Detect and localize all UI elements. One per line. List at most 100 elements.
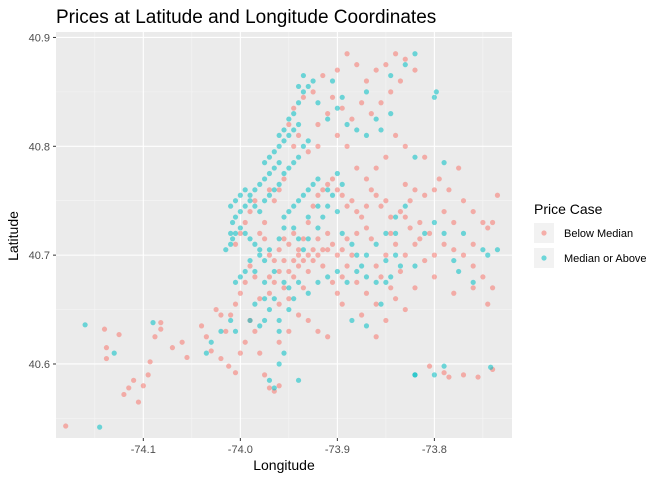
point-median-or-above (305, 187, 311, 193)
point-median-or-above (295, 154, 302, 160)
point-below-median (266, 187, 273, 193)
point-below-median (378, 274, 384, 280)
point-below-median (329, 279, 336, 285)
point-median-or-above (494, 247, 501, 253)
point-median-or-above (223, 247, 229, 253)
point-below-median (441, 370, 447, 376)
point-below-median (226, 363, 232, 369)
point-below-median (334, 132, 340, 139)
point-below-median (451, 290, 457, 296)
point-below-median (291, 105, 297, 111)
point-below-median (257, 350, 263, 356)
point-below-median (281, 236, 287, 242)
point-below-median (252, 328, 258, 334)
point-below-median (402, 143, 408, 149)
point-median-or-above (300, 247, 307, 253)
point-median-or-above (232, 279, 239, 285)
point-below-median (261, 372, 268, 378)
point-below-median (334, 67, 340, 73)
point-below-median (349, 116, 355, 122)
point-below-median (325, 334, 331, 340)
point-below-median (383, 198, 389, 204)
point-below-median (451, 247, 457, 253)
point-median-or-above (378, 301, 384, 307)
point-below-median (252, 274, 258, 280)
point-below-median (480, 219, 486, 226)
point-median-or-above (281, 127, 287, 133)
point-median-or-above (295, 121, 302, 128)
point-below-median (417, 219, 423, 226)
point-below-median (325, 111, 331, 117)
point-median-or-above (334, 268, 340, 275)
point-median-or-above (266, 377, 273, 383)
point-below-median (295, 247, 302, 253)
point-below-median (257, 296, 263, 302)
point-median-or-above (315, 100, 321, 106)
point-median-or-above (266, 247, 273, 253)
point-below-median (286, 121, 292, 128)
point-below-median (422, 192, 428, 198)
point-below-median (291, 274, 297, 280)
point-below-median (232, 301, 239, 307)
point-below-median (363, 78, 370, 84)
point-median-or-above (266, 306, 273, 313)
point-median-or-above (344, 279, 350, 285)
point-median-or-above (433, 89, 439, 95)
point-median-or-above (295, 377, 302, 383)
point-below-median (247, 208, 253, 215)
point-below-median (402, 306, 408, 313)
point-below-median (392, 241, 399, 247)
point-below-median (422, 257, 428, 264)
point-below-median (310, 89, 316, 95)
point-median-or-above (242, 203, 248, 209)
point-median-or-above (305, 83, 311, 90)
x-tick-label: -74.1 (131, 444, 156, 456)
point-median-or-above (247, 257, 253, 264)
point-median-or-above (276, 361, 282, 367)
point-below-median (291, 230, 297, 236)
point-below-median (152, 334, 158, 340)
point-median-or-above (281, 225, 287, 231)
point-below-median (295, 263, 302, 269)
point-median-or-above (295, 236, 302, 242)
point-below-median (286, 328, 292, 334)
point-below-median (232, 370, 239, 376)
point-below-median (383, 154, 389, 160)
point-below-median (158, 320, 164, 326)
point-median-or-above (229, 236, 236, 242)
point-median-or-above (276, 181, 282, 187)
point-below-median (373, 67, 379, 73)
point-median-or-above (488, 364, 494, 370)
point-median-or-above (339, 181, 345, 187)
point-median-or-above (349, 241, 355, 247)
point-median-or-above (247, 192, 253, 198)
point-median-or-above (228, 317, 234, 324)
point-median-or-above (257, 323, 263, 329)
point-below-median (286, 241, 292, 247)
point-median-or-above (363, 132, 370, 139)
point-below-median (315, 121, 321, 128)
point-below-median (232, 241, 239, 247)
point-below-median (480, 274, 486, 280)
point-median-or-above (300, 192, 307, 198)
point-below-median (397, 268, 404, 275)
point-median-or-above (329, 78, 336, 84)
point-median-or-above (325, 203, 331, 209)
point-below-median (286, 296, 292, 302)
point-below-median (126, 385, 132, 391)
y-tick-label: 40.7 (29, 250, 50, 262)
point-median-or-above (388, 111, 394, 117)
point-median-or-above (363, 274, 370, 280)
point-below-median (470, 285, 476, 291)
point-below-median (431, 252, 437, 258)
plot-panel (56, 32, 512, 438)
x-axis-title: Longitude (253, 457, 315, 473)
point-below-median (208, 348, 214, 354)
point-below-median (257, 230, 263, 236)
point-median-or-above (150, 320, 156, 326)
point-below-median (315, 252, 321, 258)
point-median-or-above (485, 252, 491, 258)
point-median-or-above (300, 72, 307, 79)
point-below-median (368, 236, 374, 242)
point-median-or-above (97, 424, 103, 430)
